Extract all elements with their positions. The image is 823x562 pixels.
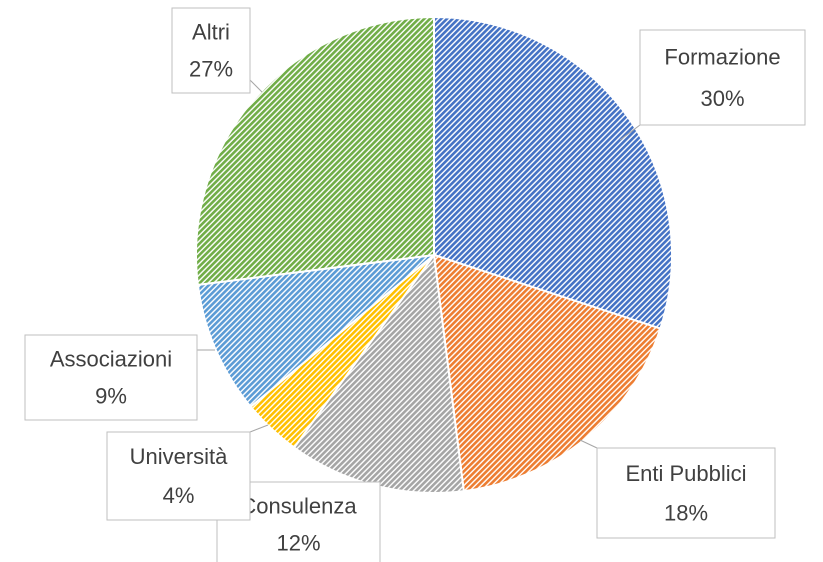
value-label: 18% — [664, 500, 708, 525]
label-box — [24, 334, 198, 421]
pie-slice — [196, 253, 438, 409]
value-label: 12% — [276, 531, 320, 556]
leader-line — [619, 124, 641, 141]
category-label: Enti Pubblici — [625, 461, 746, 486]
category-label: Università — [130, 444, 229, 469]
pie-slice — [433, 15, 673, 330]
leader-line — [249, 424, 269, 433]
leader-line — [249, 79, 263, 93]
category-label: Altri — [192, 19, 230, 44]
pie-slice — [195, 15, 435, 286]
category-label: Consulenza — [240, 493, 357, 518]
value-label: 30% — [700, 86, 744, 111]
label-box — [639, 29, 806, 126]
pie-slice — [432, 253, 662, 493]
category-label: Associazioni — [50, 346, 172, 371]
value-label: 27% — [189, 57, 233, 82]
value-label: 4% — [163, 483, 195, 508]
category-label: Formazione — [664, 44, 780, 69]
value-label: 9% — [95, 384, 127, 409]
label-box — [106, 431, 251, 521]
label-box — [596, 447, 776, 539]
label-box — [171, 7, 251, 94]
leader-line — [579, 439, 598, 449]
